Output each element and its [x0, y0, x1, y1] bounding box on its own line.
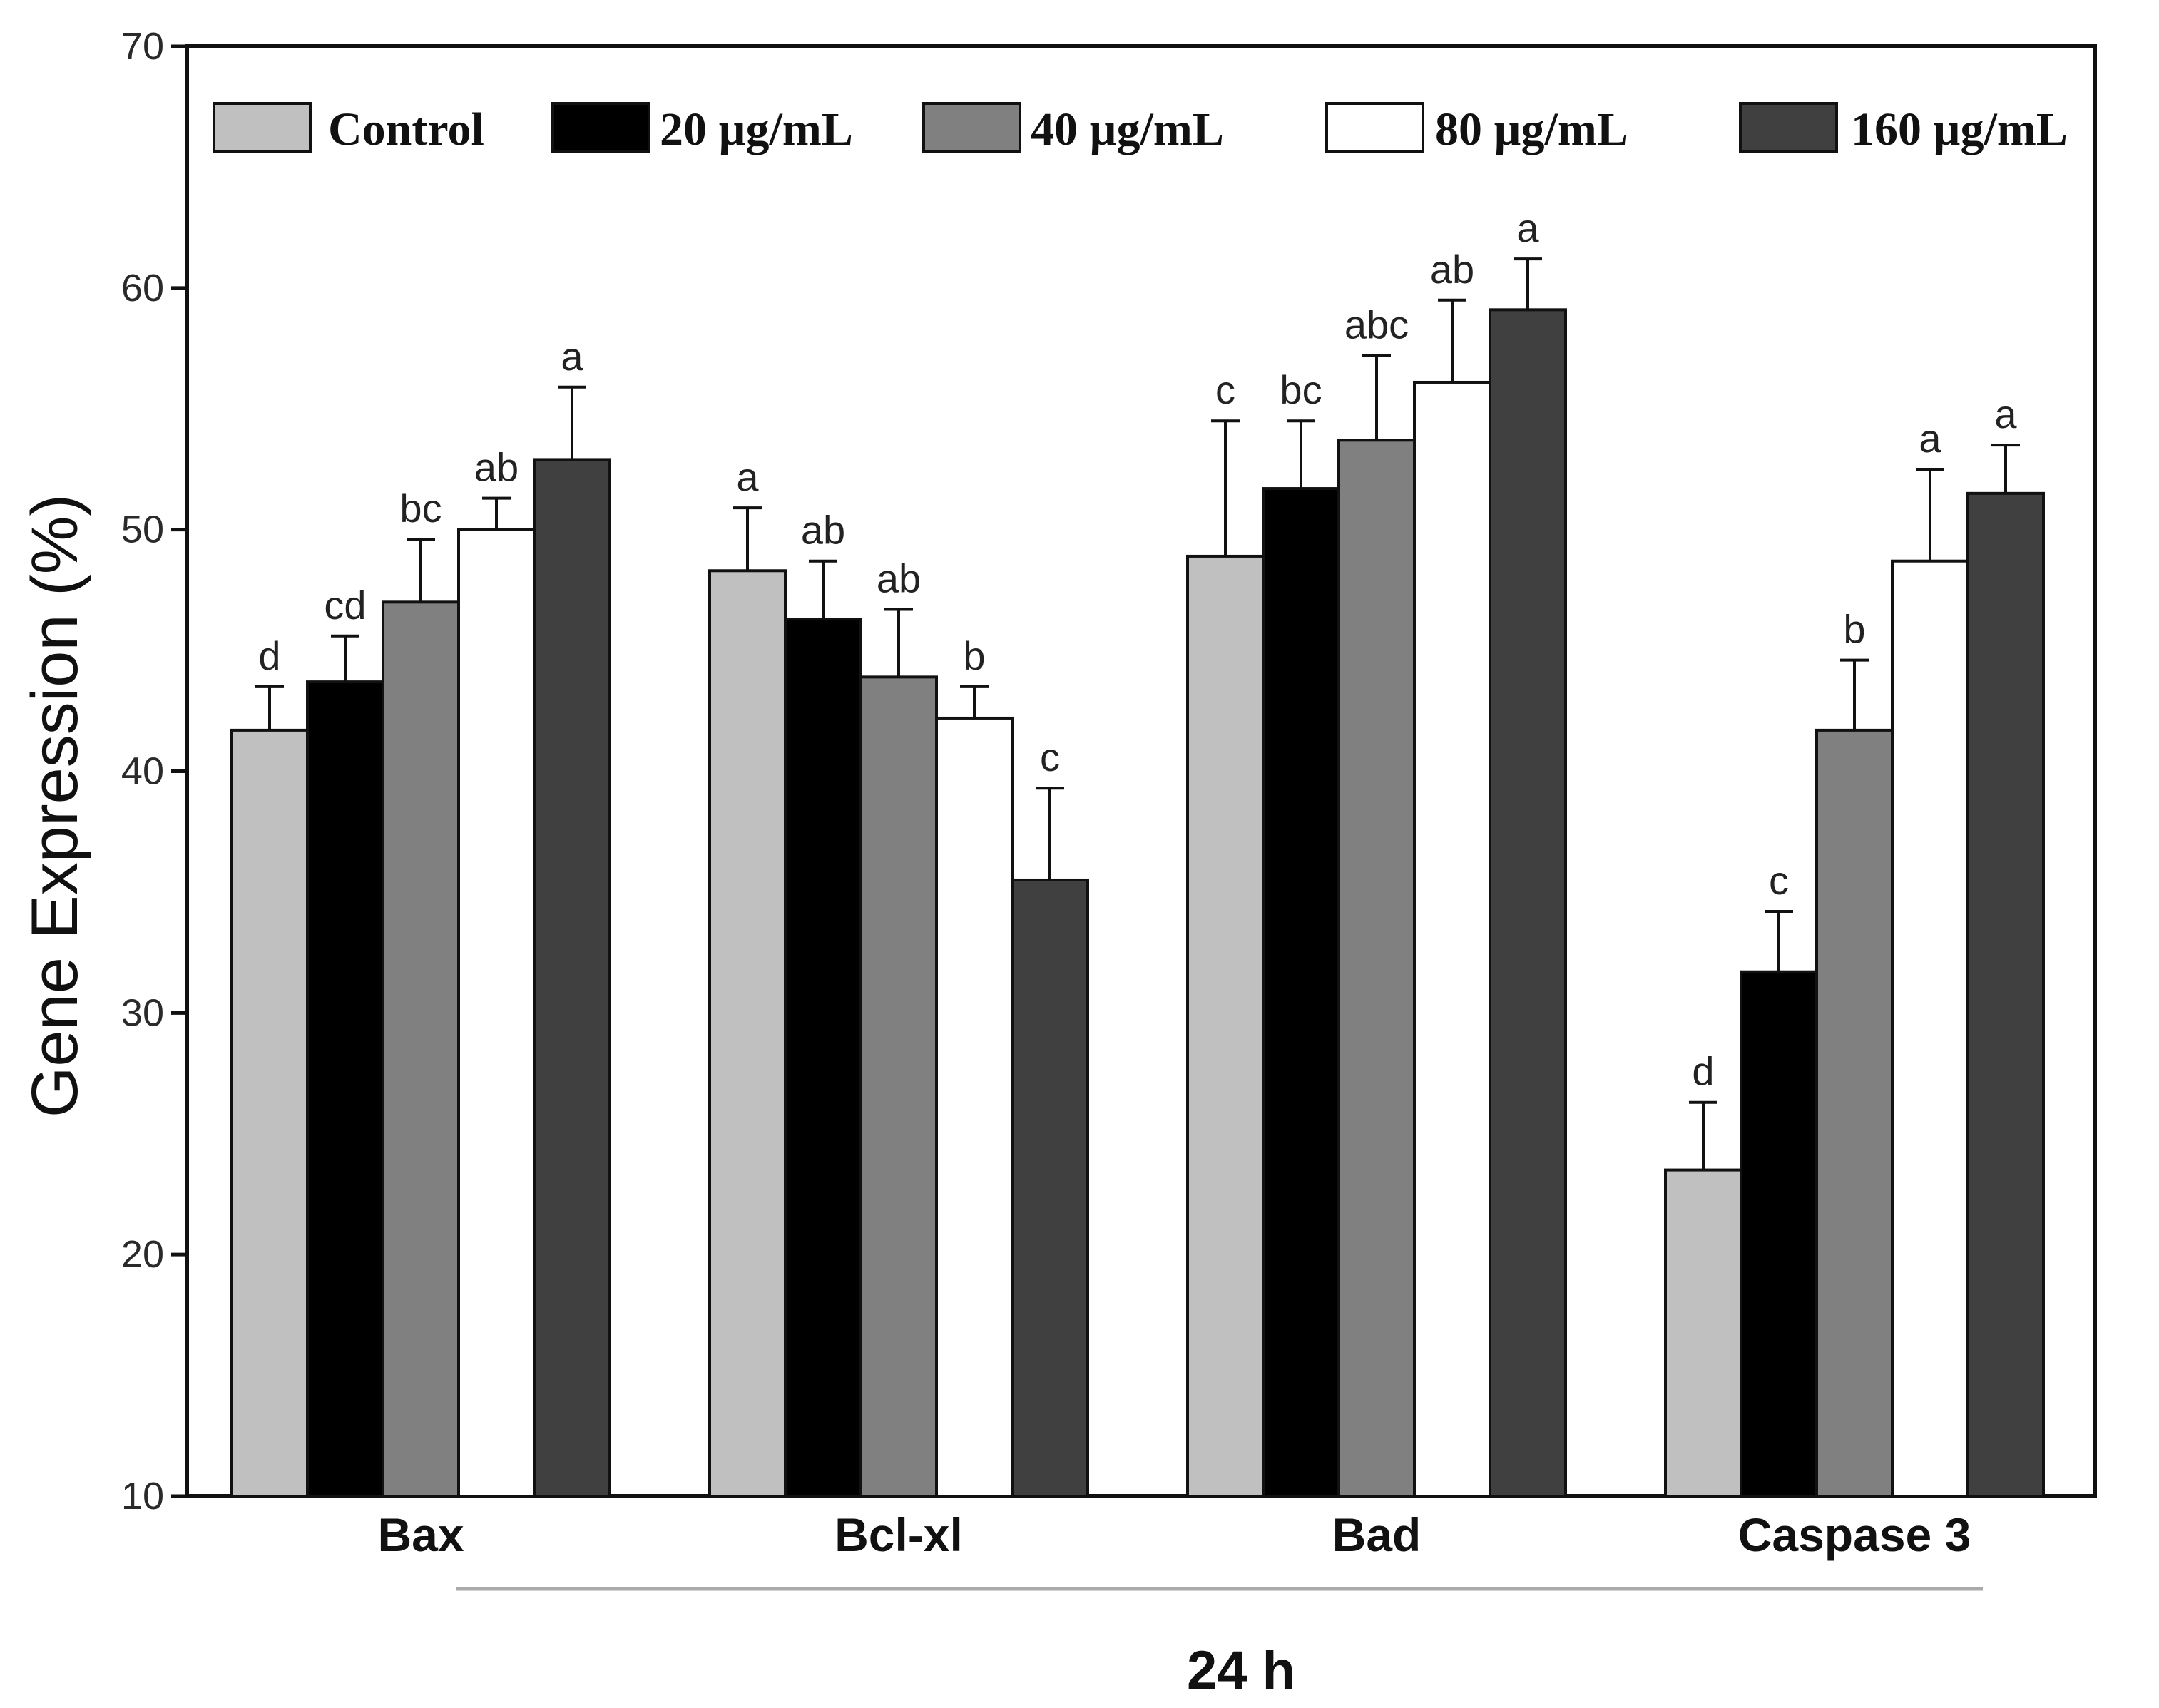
bar [1489, 308, 1567, 1498]
legend-swatch [1325, 102, 1424, 153]
bar [1891, 559, 1969, 1498]
significance-label: d [258, 633, 280, 678]
legend-swatch [1739, 102, 1838, 153]
legend: Control 20 µg/mL 40 µg/mL 80 µg/mL 160 µg/mL [213, 102, 2068, 155]
significance-label: c [1215, 367, 1235, 412]
bar [1740, 970, 1818, 1498]
significance-label: bc [1280, 367, 1322, 412]
significance-label: d [1692, 1049, 1714, 1094]
y-tick-label: 30 [121, 991, 164, 1034]
significance-label: a [1516, 205, 1539, 250]
significance-label: ab [1430, 247, 1474, 292]
bar-group-caspase-3: d c b a a [1664, 392, 2045, 1498]
significance-label: c [1769, 858, 1789, 903]
y-tick-label: 60 [121, 267, 164, 310]
significance-label: b [963, 633, 985, 678]
legend-label: 20 µg/mL [660, 103, 853, 155]
significance-label: cd [324, 583, 366, 628]
bar [457, 528, 536, 1498]
bar [533, 458, 611, 1498]
significance-label: abc [1344, 302, 1409, 347]
bar [230, 728, 309, 1498]
bar [1815, 728, 1894, 1498]
legend-label: 40 µg/mL [1031, 103, 1224, 155]
bar [382, 600, 460, 1498]
x-category-label: Bcl-xl [834, 1508, 963, 1561]
x-category-label: Caspase 3 [1738, 1508, 1971, 1561]
legend-swatch [922, 102, 1021, 153]
significance-label: a [561, 334, 583, 379]
bar [1664, 1168, 1742, 1498]
bar [1186, 554, 1265, 1498]
x-category-label: Bax [377, 1508, 464, 1561]
bar [1262, 487, 1340, 1498]
bar [1337, 439, 1416, 1498]
bar [1011, 878, 1089, 1498]
legend-label: 160 µg/mL [1851, 103, 2068, 155]
bar [784, 618, 862, 1498]
significance-label: ab [474, 445, 519, 490]
y-tick-label: 70 [121, 25, 164, 68]
bar [708, 569, 787, 1498]
significance-label: bc [399, 486, 442, 531]
significance-label: a [1919, 416, 1941, 461]
x-axis-category-labels: Bax Bcl-xl Bad Caspase 3 [377, 1508, 1971, 1561]
significance-label: b [1843, 607, 1865, 652]
x-axis-title: 24 h [1187, 1640, 1295, 1701]
y-tick-label: 40 [121, 750, 164, 793]
significance-label: c [1040, 735, 1060, 779]
significance-label: a [1994, 392, 2017, 436]
bar [1966, 491, 2045, 1498]
legend-swatch [213, 102, 312, 153]
y-tick-label: 10 [121, 1475, 164, 1518]
bar [306, 680, 384, 1498]
y-axis-title: Gene Expression (%) [19, 494, 91, 1118]
y-tick-label: 50 [121, 508, 164, 551]
significance-label: ab [877, 556, 921, 600]
y-axis-ticks: 10 20 30 40 50 60 70 [121, 25, 187, 1518]
bar [935, 716, 1014, 1498]
bar [1413, 380, 1491, 1498]
bar [859, 675, 938, 1498]
significance-label: a [736, 454, 759, 499]
x-category-label: Bad [1332, 1508, 1422, 1561]
y-tick-label: 20 [121, 1233, 164, 1276]
legend-label: Control [328, 103, 484, 155]
legend-swatch [551, 102, 650, 153]
significance-label: ab [801, 508, 845, 553]
legend-label: 80 µg/mL [1435, 103, 1628, 155]
